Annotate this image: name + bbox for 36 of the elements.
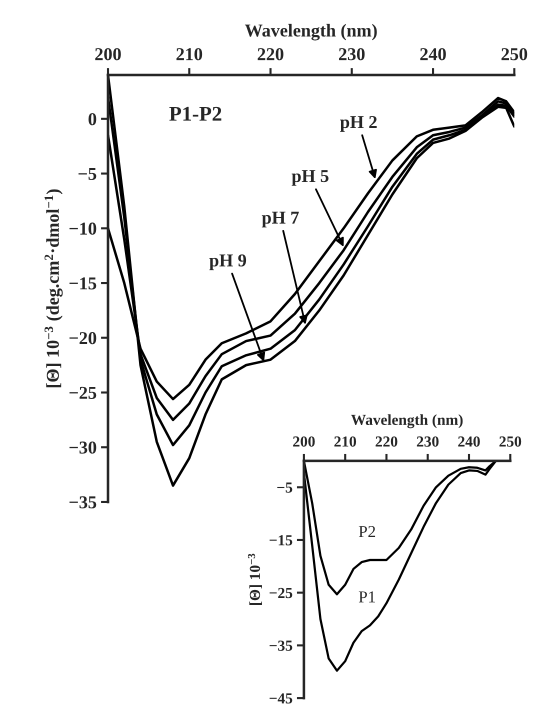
y-tick-label: −25	[270, 588, 292, 598]
annotation: pH 2	[340, 116, 377, 132]
y-axis-title: [Θ] 10$^{−3}$	[248, 554, 262, 605]
y-tick-label: −15	[70, 277, 96, 290]
y-tick-label: 0	[88, 113, 96, 126]
x-tick-label: 220	[258, 48, 284, 60]
x-axis-title: Wavelength (nm)	[244, 24, 377, 40]
y-tick-label: −45	[270, 693, 292, 704]
y-tick-label: −5	[277, 482, 292, 493]
y-tick-label: −30	[70, 441, 96, 454]
x-tick-label: 230	[338, 48, 365, 60]
x-tick-label: 200	[293, 436, 315, 447]
x-tick-label: 210	[176, 48, 202, 60]
x-axis-title: Wavelength (nm)	[351, 414, 463, 428]
annotation: P1-P2	[169, 106, 222, 121]
x-tick-label: 230	[416, 436, 439, 447]
y-tick-label: −15	[270, 535, 292, 546]
x-tick-label: 240	[420, 48, 446, 60]
y-tick-label: −35	[270, 640, 292, 651]
x-tick-label: 210	[334, 436, 356, 447]
y-tick-label: −5	[78, 168, 96, 180]
y-axis-title: [Θ] 10$^{−3}$ (deg.cm$^{2}$·dmol$^{−1}$)	[44, 189, 63, 388]
y-tick-label: −10	[70, 222, 96, 235]
y-tick-label: −20	[70, 332, 96, 344]
y-tick-label: −35	[70, 496, 96, 508]
x-tick-label: 200	[95, 48, 121, 60]
annotation: pH 7	[262, 212, 299, 228]
annotation: pH 9	[209, 254, 246, 270]
y-tick-label: −25	[70, 386, 96, 399]
series-label: P2	[358, 526, 376, 538]
x-tick-label: 220	[376, 436, 398, 447]
x-tick-label: 250	[499, 436, 522, 447]
x-tick-label: 240	[458, 436, 480, 447]
x-tick-label: 250	[502, 48, 528, 60]
series-label: P1	[358, 591, 375, 602]
annotation: pH 5	[292, 170, 328, 186]
